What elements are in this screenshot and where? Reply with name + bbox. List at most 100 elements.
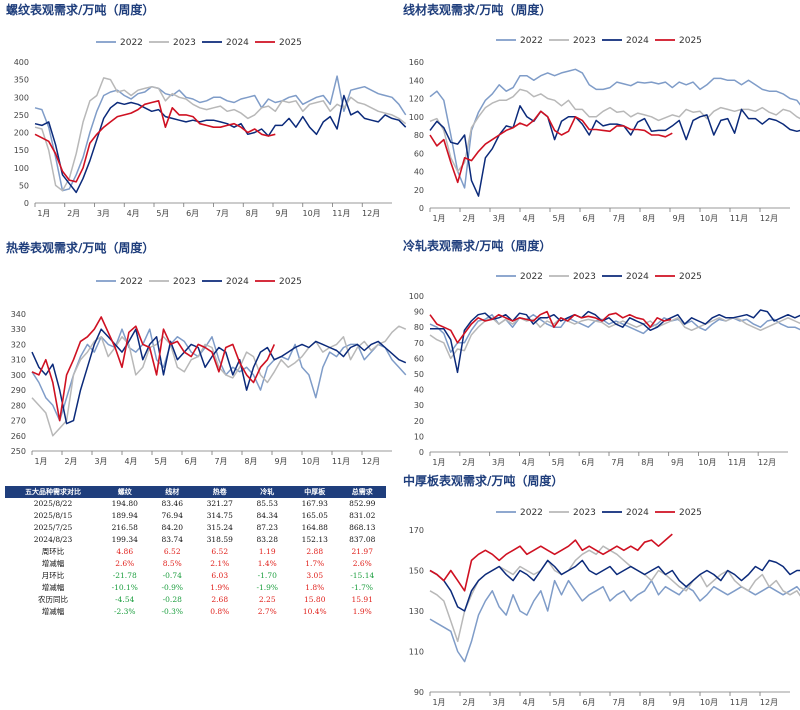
y-tick-label: 270 [11, 417, 26, 426]
table-cell: 83.46 [161, 499, 183, 508]
legend-label-2024: 2024 [626, 36, 649, 46]
table-cell: 199.34 [111, 535, 138, 544]
table-row: 增减幅 -10.1% -0.9% 1.9% -1.9% 1.8% -1.7% [5, 582, 386, 594]
y-tick-label: 400 [14, 58, 29, 67]
chart-wirerod-svg: 0 20 40 60 80 100 120 140 160 1月 2月 3月 4月 5月 6月 7月 8月 9月 1… [409, 36, 800, 223]
x-tick-label: 10月 [698, 458, 716, 467]
y-tick-label: 50 [414, 370, 424, 379]
x-tick-label: 12月 [758, 458, 776, 467]
y-tick-label: 250 [14, 111, 29, 120]
table-cell: 831.02 [349, 511, 376, 520]
table-cell: 4.86 [116, 547, 134, 556]
y-tick-label: 170 [409, 526, 424, 535]
y-tick-label: 20 [414, 186, 424, 195]
table-row: 农历同比 -4.54 -0.28 2.68 2.25 15.80 15.91 [5, 594, 386, 606]
legend-label-2022: 2022 [520, 36, 543, 46]
table-cell: 321.27 [206, 499, 233, 508]
legend-label-2023: 2023 [173, 277, 196, 287]
legend-label-2024: 2024 [626, 508, 649, 518]
x-tick-label: 3月 [94, 457, 107, 466]
table-cell: 87.23 [256, 523, 278, 532]
chart-hotroll-svg: 250 260 270 280 290 300 310 320 330 340 1月 2月 3月 4月 5月… [11, 277, 407, 466]
y-tick-label: 20 [414, 417, 424, 426]
x-tick-label: 7月 [612, 214, 625, 223]
y-tick-label: 340 [11, 310, 26, 319]
table-row: 周环比 4.86 6.52 6.52 1.19 2.88 21.97 [5, 546, 386, 558]
x-tick-label: 11月 [728, 458, 746, 467]
y-tick-label: 200 [14, 129, 29, 138]
table-cell: 83.74 [161, 535, 183, 544]
table-row-label: 2025/8/22 [33, 499, 73, 508]
legend-label-2023: 2023 [573, 36, 596, 46]
table-header-cell: 热卷 [196, 486, 244, 498]
chart-plate-svg: 90 110 130 150 170 1月 2月 3月 4月 5月 6月 7月 8月 9月 10月 11月 12… [409, 508, 800, 707]
legend-label-2022: 2022 [520, 272, 543, 282]
table-cell: 164.88 [301, 523, 328, 532]
table-cell: 1.8% [305, 583, 325, 592]
series-line-2024 [31, 328, 407, 425]
x-tick-label: 7月 [611, 458, 624, 467]
chart-panel-hotroll: 热卷表观需求/万吨（周度） 250 260 270 280 290 300 310 320 33… [0, 236, 407, 476]
table-cell: 1.9% [352, 607, 372, 616]
y-tick-label: 120 [409, 95, 424, 104]
x-tick-label: 10月 [700, 698, 718, 707]
table-cell: -1.70 [257, 571, 277, 580]
x-tick-label: 3月 [97, 209, 110, 218]
y-tick-label: 110 [409, 648, 424, 657]
chart-title: 线材表观需求/万吨（周度） [403, 3, 552, 17]
x-tick-label: 2月 [64, 457, 77, 466]
x-tick-label: 8月 [244, 457, 257, 466]
chart-coldroll-svg: 0 10 20 30 40 50 60 70 80 90 100 1月 2月 3月 4月 5月 6月 7月 8月 9月… [409, 272, 800, 467]
table-row: 2024/8/23 199.34 83.74 318.59 83.28 152.13 837… [5, 534, 386, 546]
y-tick-label: 40 [414, 386, 424, 395]
series-line-2025 [429, 310, 672, 344]
table-row-label: 周环比 [41, 547, 65, 556]
legend-label-2025: 2025 [679, 36, 702, 46]
table-cell: 83.28 [256, 535, 278, 544]
legend-label-2024: 2024 [226, 38, 249, 48]
y-tick-label: 30 [414, 401, 424, 410]
chart-title: 螺纹表观需求/万吨（周度） [6, 3, 155, 17]
table-cell: 315.24 [206, 523, 233, 532]
table-cell: -0.74 [162, 571, 182, 580]
table-cell: 15.80 [304, 595, 326, 604]
demand-comparison-table: 五大品种需求对比 螺纹 线材 热卷 冷轧 中厚板 总需求 2025/8/22 19… [5, 486, 386, 616]
y-tick-label: 90 [414, 688, 424, 697]
y-tick-label: 40 [414, 168, 424, 177]
x-tick-label: 5月 [156, 209, 169, 218]
table-cell: 6.52 [163, 547, 181, 556]
chart-panel-plate: 中厚板表观需求/万吨（周度） 90 110 130 150 170 1月 2月 3月 4月 5月 6… [400, 470, 800, 710]
x-tick-label: 2月 [462, 214, 475, 223]
table-cell: 216.58 [111, 523, 138, 532]
series-line-2024 [429, 559, 800, 612]
table-row: 2025/8/22 194.80 83.46 321.27 85.53 167.93 852… [5, 498, 386, 510]
table-header-cell: 螺纹 [101, 486, 149, 498]
table-cell: 318.59 [206, 535, 233, 544]
legend-label-2025: 2025 [279, 277, 302, 287]
table-cell: 189.94 [111, 511, 138, 520]
table-cell: 2.1% [210, 559, 230, 568]
series-line-2025 [34, 100, 276, 183]
legend-label-2023: 2023 [573, 508, 596, 518]
table-row-label: 2025/7/25 [33, 523, 73, 532]
table-cell: 837.08 [349, 535, 376, 544]
y-tick-label: 150 [14, 146, 29, 155]
x-tick-label: 5月 [552, 214, 565, 223]
chart-panel-rebar: 螺纹表观需求/万吨（周度） 0 50 100 150 200 250 300 350 400 1月… [0, 0, 407, 235]
table-row: 增减幅 -2.3% -0.3% 0.8% 2.7% 10.4% 1.9% [5, 606, 386, 618]
series-line-2022 [34, 75, 407, 192]
legend-label-2025: 2025 [279, 38, 302, 48]
x-tick-label: 4月 [124, 457, 137, 466]
legend-label-2023: 2023 [173, 38, 196, 48]
legend-label-2022: 2022 [120, 277, 143, 287]
x-tick-label: 1月 [432, 214, 445, 223]
table-row-label: 月环比 [41, 571, 65, 580]
table-cell: -0.9% [161, 583, 184, 592]
table-cell: 194.80 [111, 499, 138, 508]
x-tick-label: 2月 [462, 698, 475, 707]
table-cell: 2.7% [257, 607, 277, 616]
x-tick-label: 2月 [462, 458, 475, 467]
table-cell: 85.53 [256, 499, 278, 508]
x-tick-label: 10月 [302, 457, 320, 466]
table-cell: 2.25 [258, 595, 276, 604]
